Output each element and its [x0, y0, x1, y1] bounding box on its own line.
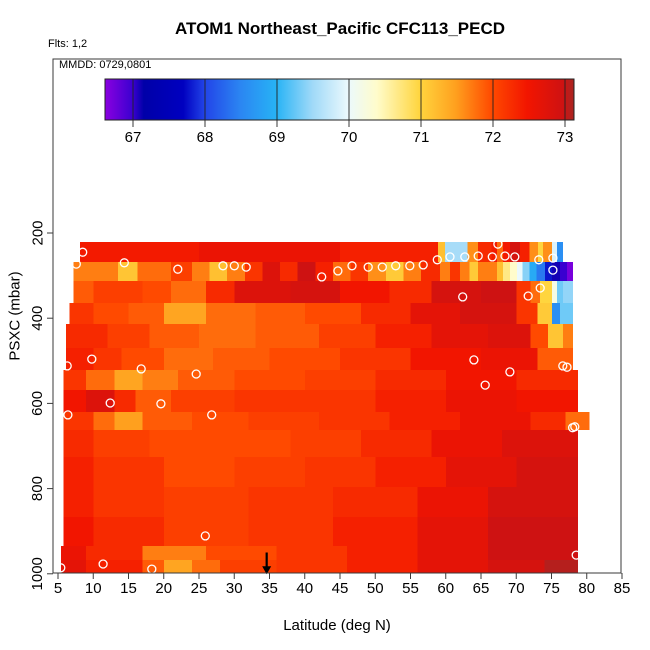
x-tick-label: 25 [191, 580, 208, 597]
x-tick-label: 60 [437, 580, 454, 597]
heatmap-layer [60, 241, 590, 574]
x-tick-label: 85 [614, 580, 631, 597]
x-tick-label: 65 [473, 580, 490, 597]
colorbar: 67 68 69 70 71 72 73 [104, 78, 575, 146]
x-tick-label: 40 [296, 580, 313, 597]
x-tick-label: 5 [54, 580, 62, 597]
x-tick-label: 45 [332, 580, 349, 597]
colorbar-tick-label: 73 [557, 129, 574, 146]
y-tick-label: 400 [29, 306, 46, 331]
x-tick-label: 15 [120, 580, 137, 597]
flight-track-points [56, 239, 581, 574]
colorbar-tick-label: 69 [269, 129, 286, 146]
colorbar-tick-label: 67 [125, 129, 142, 146]
y-axis-ticks: 200 400 600 800 1000 [29, 220, 53, 590]
x-tick-label: 10 [85, 580, 102, 597]
x-tick-label: 75 [543, 580, 560, 597]
date-note: MMDD: 0729,0801 [59, 59, 152, 71]
x-axis-ticks: 5 10 15 20 25 30 35 40 45 50 55 60 65 70 75 80 85 [54, 573, 631, 597]
y-tick-label: 800 [29, 476, 46, 501]
plot-frame [52, 58, 622, 574]
y-axis-label: PSXC (mbar) [6, 271, 24, 361]
y-tick-label: 1000 [29, 557, 46, 590]
colorbar-tick-label: 71 [413, 129, 430, 146]
colorbar-tick-label: 72 [485, 129, 502, 146]
y-tick-label: 200 [29, 220, 46, 245]
colorbar-tick-label: 68 [197, 129, 214, 146]
profile-arrow-marker [262, 552, 272, 575]
colorbar-tick-label: 70 [341, 129, 358, 146]
flights-note: Flts: 1,2 [48, 38, 88, 50]
x-tick-label: 70 [508, 580, 525, 597]
x-tick-label: 35 [261, 580, 278, 597]
x-axis-label: Latitude (deg N) [283, 617, 391, 634]
y-tick-label: 600 [29, 391, 46, 416]
x-tick-label: 80 [578, 580, 595, 597]
x-tick-label: 30 [226, 580, 243, 597]
x-tick-label: 55 [402, 580, 419, 597]
x-tick-label: 20 [155, 580, 172, 597]
x-tick-label: 50 [367, 580, 384, 597]
plot-title: ATOM1 Northeast_Pacific CFC113_PECD [174, 19, 506, 38]
